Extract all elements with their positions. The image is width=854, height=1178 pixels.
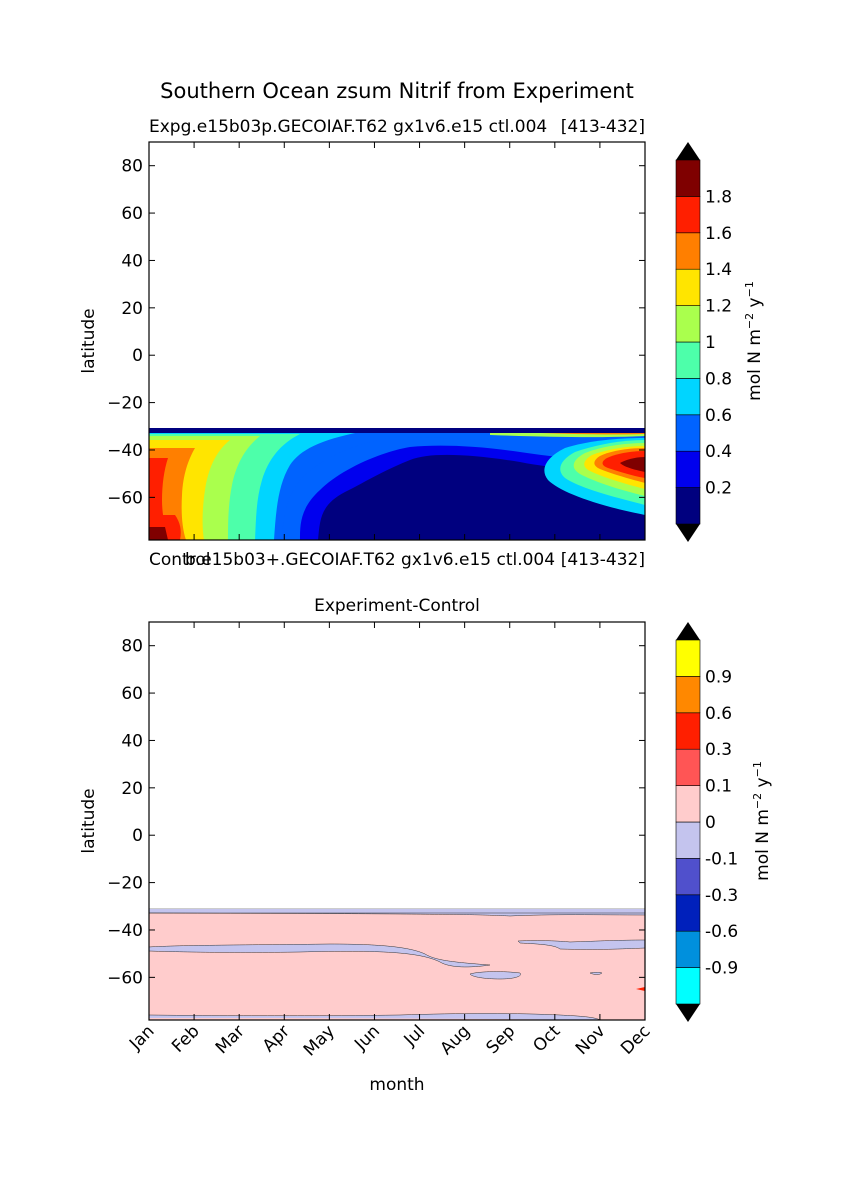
colorbar-swatch	[675, 232, 701, 270]
colorbar-swatch	[675, 894, 701, 932]
colorbar-tick-label: 0.8	[705, 369, 732, 389]
top-plot-frame	[148, 141, 646, 541]
colorbar-over-triangle	[676, 622, 700, 640]
colorbar-tick-label: 0.2	[705, 479, 732, 499]
colorbar-tick-label: 1	[705, 333, 716, 353]
x-tick-label: May	[300, 1021, 339, 1060]
y-tick-label: −60	[107, 968, 143, 988]
colorbar-under-triangle	[676, 1004, 700, 1022]
top-colorbar-label: mol N m−2 y−1	[743, 281, 765, 401]
x-tick-label: Jan	[125, 1021, 158, 1054]
y-tick-label: −40	[107, 921, 143, 941]
bottom-y-label: latitude	[79, 788, 99, 853]
colorbar-tick-label: 0	[705, 813, 716, 833]
x-tick-label: Dec	[617, 1021, 654, 1058]
bottom-y-axis: 80 60 40 20 0 −20 −40 −60	[107, 637, 645, 988]
colorbar-tick-label: 1.8	[705, 187, 732, 207]
control-title-right: [413-432]	[561, 550, 645, 570]
control-title-left: Control	[149, 550, 210, 570]
y-tick-label: 0	[132, 826, 143, 846]
y-tick-label: 60	[121, 204, 143, 224]
colorbar-swatch	[675, 487, 701, 525]
colorbar-swatch	[675, 639, 701, 677]
y-tick-label: −60	[107, 488, 143, 508]
x-tick-label: Aug	[437, 1021, 475, 1059]
bottom-title: Experiment-Control	[314, 596, 480, 616]
colorbar-tick-label: 0.1	[705, 777, 732, 797]
y-tick-label: 20	[121, 299, 143, 319]
colorbar-swatch	[675, 414, 701, 452]
x-tick-label: Jul	[400, 1021, 429, 1050]
colorbar-swatch	[675, 748, 701, 786]
top-y-label: latitude	[79, 308, 99, 373]
colorbar-tick-label: -0.1	[705, 849, 738, 869]
colorbar-swatch	[675, 821, 701, 859]
colorbar-tick-label: -0.3	[705, 886, 738, 906]
control-title-mid: b.e15b03+.GECOIAF.T62 gx1v6.e15 ctl.004	[185, 550, 555, 570]
colorbar-over-triangle	[676, 142, 700, 160]
x-tick-label: Nov	[572, 1021, 610, 1059]
colorbar-tick-label: 1.6	[705, 224, 732, 244]
colorbar-swatch	[675, 785, 701, 823]
bottom-contour-field	[149, 908, 645, 1020]
colorbar-swatch	[675, 378, 701, 416]
colorbar-tick-label: 1.4	[705, 260, 732, 280]
colorbar-tick-label: 0.6	[705, 704, 732, 724]
x-tick-label: Jun	[350, 1021, 384, 1055]
x-tick-label: Oct	[529, 1021, 564, 1056]
x-tick-label: Feb	[168, 1021, 203, 1056]
colorbar-swatch	[675, 305, 701, 343]
y-tick-label: 80	[121, 157, 143, 177]
top-y-axis: 80 60 40 20 0 −20 −40 −60	[107, 142, 646, 540]
x-tick-label: Sep	[482, 1021, 519, 1058]
colorbar-swatch	[675, 967, 701, 1005]
x-tick-label: Mar	[212, 1021, 249, 1058]
colorbar-swatch	[675, 268, 701, 306]
bottom-plot-frame	[148, 621, 646, 1021]
colorbar-under-triangle	[676, 524, 700, 542]
figure-suptitle: Southern Ocean zsum Nitrif from Experime…	[160, 79, 634, 103]
bottom-colorbar-label: mol N m−2 y−1	[751, 761, 773, 881]
colorbar-tick-label: -0.9	[705, 959, 738, 979]
y-tick-label: 20	[121, 779, 143, 799]
y-tick-label: −20	[107, 394, 143, 414]
colorbar-swatch	[675, 341, 701, 379]
y-tick-label: 0	[132, 346, 143, 366]
top-title-left: Expg.e15b03p.GECOIAF.T62 gx1v6.e15 ctl.0…	[149, 117, 547, 137]
y-tick-label: 40	[121, 731, 143, 751]
y-tick-label: 60	[121, 684, 143, 704]
colorbar-swatch	[675, 858, 701, 896]
top-panel: Expg.e15b03p.GECOIAF.T62 gx1v6.e15 ctl.0…	[79, 117, 765, 542]
colorbar-tick-label: 0.9	[705, 667, 732, 687]
top-contour-field	[149, 428, 645, 540]
x-tick-label: Apr	[259, 1021, 294, 1056]
bottom-panel: Control b.e15b03+.GECOIAF.T62 gx1v6.e15 …	[79, 550, 773, 1095]
top-colorbar: 0.2 0.4 0.6 0.8 1 1.2 1.4 1.6 1.8	[675, 142, 732, 542]
colorbar-swatch	[675, 676, 701, 714]
bottom-x-label: month	[369, 1075, 424, 1095]
y-tick-label: −40	[107, 441, 143, 461]
colorbar-swatch	[675, 450, 701, 488]
colorbar-tick-label: 0.6	[705, 406, 732, 426]
y-tick-label: 40	[121, 251, 143, 271]
colorbar-tick-label: 0.4	[705, 442, 732, 462]
bottom-colorbar: -0.9 -0.6 -0.3 -0.1 0 0.1 0.3 0.6 0.9	[675, 622, 738, 1022]
colorbar-swatch	[675, 930, 701, 968]
y-tick-label: −20	[107, 874, 143, 894]
colorbar-tick-label: 0.3	[705, 740, 732, 760]
colorbar-tick-label: -0.6	[705, 922, 738, 942]
colorbar-swatch	[675, 712, 701, 750]
colorbar-tick-label: 1.2	[705, 297, 732, 317]
colorbar-swatch	[675, 159, 701, 197]
top-title-right: [413-432]	[561, 117, 645, 137]
colorbar-swatch	[675, 196, 701, 234]
y-tick-label: 80	[121, 637, 143, 657]
